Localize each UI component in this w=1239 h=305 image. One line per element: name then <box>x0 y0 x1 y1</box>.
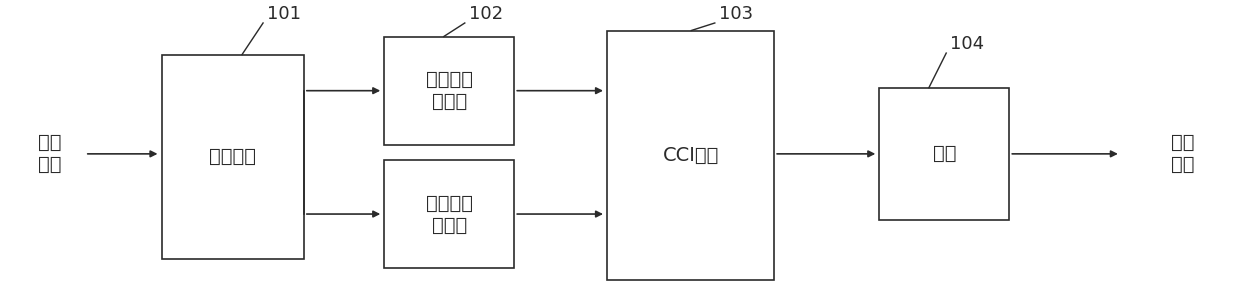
Bar <box>384 160 514 268</box>
Text: 103: 103 <box>719 5 752 23</box>
Bar <box>880 88 1010 220</box>
Text: 输出
结果: 输出 结果 <box>1171 133 1194 174</box>
Text: 102: 102 <box>468 5 503 23</box>
Text: CCI滤波: CCI滤波 <box>663 146 719 165</box>
Text: 二倍采样: 二倍采样 <box>209 147 256 166</box>
Text: 101: 101 <box>266 5 301 23</box>
Text: 接收
数据: 接收 数据 <box>38 133 62 174</box>
Text: 自适应信
道估计: 自适应信 道估计 <box>426 70 473 111</box>
Text: 均衡: 均衡 <box>933 144 957 163</box>
Text: 自适应信
道估计: 自适应信 道估计 <box>426 194 473 235</box>
Bar <box>161 55 304 259</box>
Bar <box>607 30 774 280</box>
Bar <box>384 37 514 145</box>
Text: 104: 104 <box>950 35 984 53</box>
